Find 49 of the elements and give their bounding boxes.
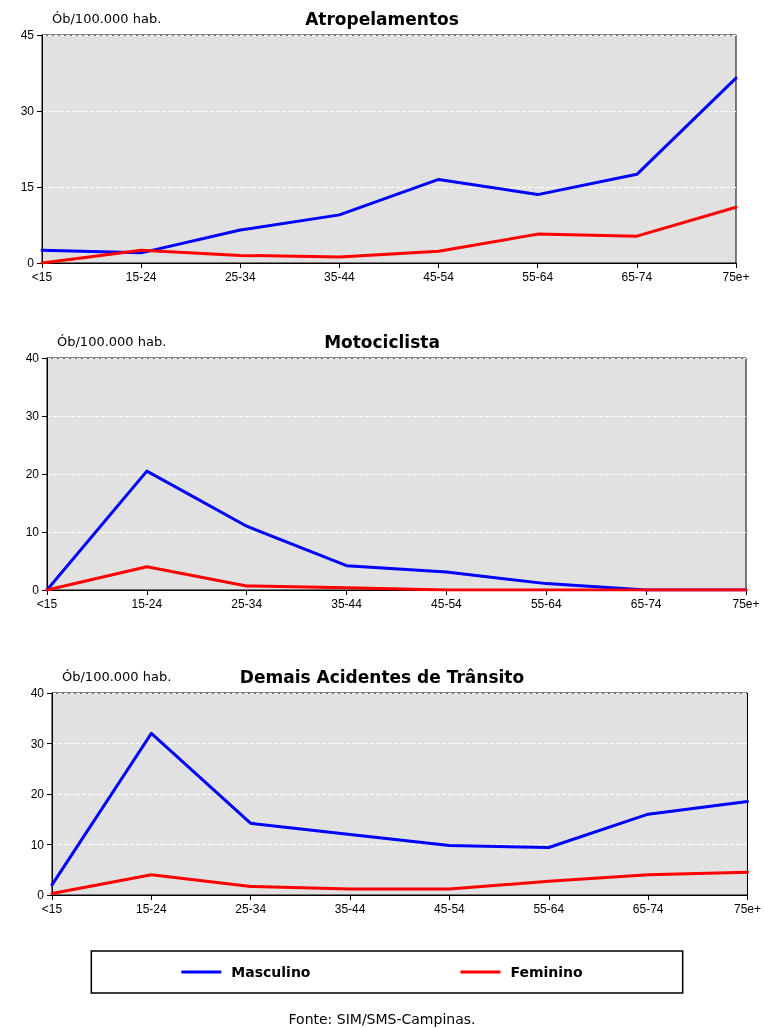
x-tick-label: 45-54 <box>431 597 463 611</box>
legend-label: Feminino <box>510 964 584 980</box>
y-tick-label: 40 <box>25 351 40 365</box>
x-tick-label: 65-74 <box>630 597 662 611</box>
y-axis-title: Ób/100.000 hab. <box>57 334 167 349</box>
x-tick-label: 15-24 <box>131 597 163 611</box>
y-tick-label: 30 <box>25 409 40 423</box>
y-tick-label: 10 <box>25 525 40 539</box>
x-tick-label: 45-54 <box>434 902 466 916</box>
x-tick-label: 15-24 <box>125 270 157 284</box>
y-tick-label: 40 <box>30 686 45 700</box>
x-tick-label: 25-34 <box>235 902 267 916</box>
y-tick-label: 0 <box>32 583 40 597</box>
x-tick-label: 45-54 <box>423 270 455 284</box>
x-tick-label: 75e+ <box>722 270 750 284</box>
y-tick-label: 10 <box>30 837 45 852</box>
x-tick-label: 25-34 <box>224 270 256 284</box>
source-note: Fonte: SIM/SMS-Campinas. <box>288 1011 476 1027</box>
y-tick-label: 30 <box>30 736 45 751</box>
y-tick-label: 0 <box>27 256 35 270</box>
chart-title: Demais Acidentes de Trânsito <box>239 666 525 687</box>
y-axis-title: Ób/100.000 hab. <box>62 669 172 684</box>
x-tick-label: 65-74 <box>632 902 664 916</box>
x-tick-label: 25-34 <box>231 597 263 611</box>
y-axis-title: Ób/100.000 hab. <box>52 11 162 26</box>
x-tick-label: <15 <box>36 597 58 611</box>
y-tick-label: 15 <box>20 180 35 194</box>
x-tick-label: 65-74 <box>621 270 653 284</box>
y-tick-label: 20 <box>30 787 45 801</box>
x-tick-label: 55-64 <box>530 597 562 611</box>
x-tick-label: <15 <box>41 902 63 916</box>
chart-title: Motociclista <box>324 331 440 352</box>
x-tick-label: 55-64 <box>522 270 554 284</box>
x-tick-label: <15 <box>31 270 53 284</box>
x-tick-label: 15-24 <box>136 902 168 916</box>
line-series <box>50 731 749 887</box>
chart-title: Atropelamentos <box>305 8 459 29</box>
x-tick-label: 75e+ <box>732 597 760 611</box>
y-tick-label: 30 <box>20 104 35 118</box>
x-tick-label: 35-44 <box>334 902 366 916</box>
x-tick-label: 35-44 <box>324 270 356 284</box>
x-tick-label: 35-44 <box>331 597 363 611</box>
y-tick-label: 20 <box>25 467 40 481</box>
y-tick-label: 0 <box>37 888 45 902</box>
x-tick-label: 75e+ <box>733 902 761 916</box>
x-tick-label: 55-64 <box>533 902 565 916</box>
line-series <box>40 76 738 255</box>
legend-label: Masculino <box>231 964 311 980</box>
y-tick-label: 45 <box>20 28 35 42</box>
